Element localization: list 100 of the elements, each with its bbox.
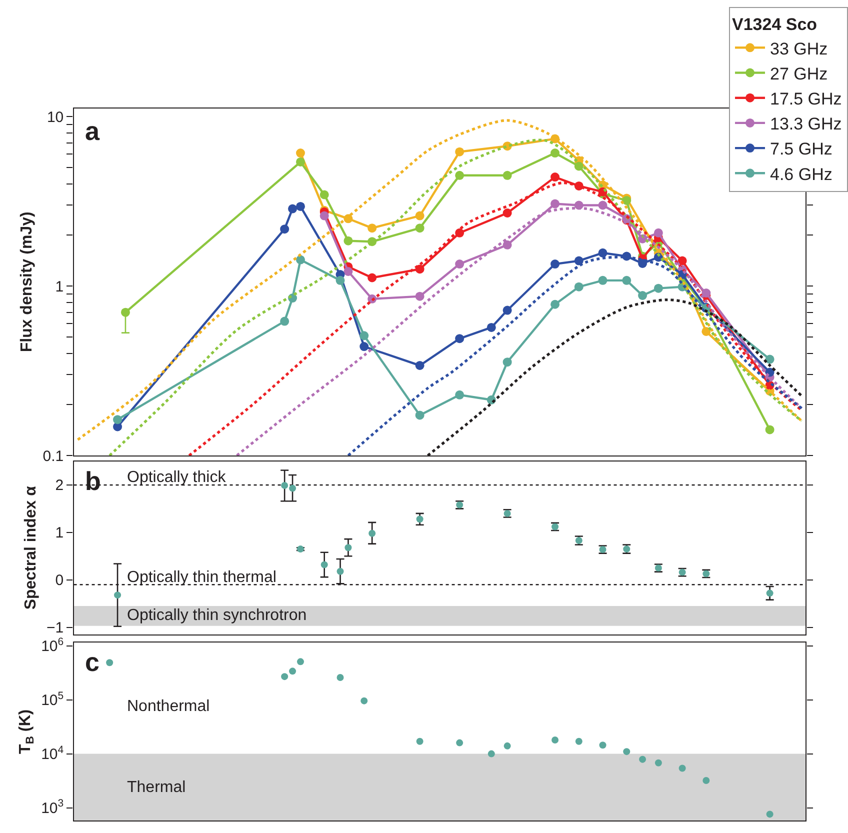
point [120, 308, 130, 317]
point [360, 697, 368, 704]
point [280, 224, 290, 234]
point [113, 415, 122, 424]
legend-label: 13.3 GHz [770, 114, 842, 134]
legend-label: 7.5 GHz [770, 140, 832, 159]
point [654, 228, 663, 238]
band-label: Thermal [127, 779, 186, 796]
point [368, 273, 377, 282]
chart-title: a [85, 116, 100, 146]
point [344, 236, 353, 246]
point [702, 326, 711, 336]
point [502, 208, 512, 218]
ref-line-label: Optically thick [127, 469, 227, 486]
y-tick-label: 10$^{3}$ [41, 798, 64, 818]
point [765, 425, 774, 434]
point [574, 282, 584, 292]
point [296, 148, 305, 158]
point [106, 659, 114, 666]
legend-label: 4.6 GHz [770, 164, 832, 184]
point [416, 738, 424, 745]
point [320, 190, 329, 200]
point [296, 255, 305, 264]
point [415, 211, 424, 220]
point [415, 410, 424, 420]
point [766, 810, 774, 818]
point [280, 316, 290, 326]
point [456, 739, 464, 746]
point [639, 756, 646, 763]
chart-title: c [85, 647, 100, 677]
point [455, 334, 464, 344]
point [550, 300, 560, 309]
point [455, 170, 464, 180]
point [486, 322, 496, 332]
ref-line-label: Optically thin thermal [127, 569, 276, 586]
point [336, 276, 345, 285]
point [550, 148, 560, 158]
point [455, 147, 464, 156]
point [296, 658, 304, 666]
point [678, 256, 687, 266]
legend-label: 17.5 GHz [770, 89, 842, 108]
point [368, 224, 377, 233]
point [623, 748, 630, 756]
point [622, 196, 632, 205]
point [296, 157, 305, 166]
point [502, 240, 512, 250]
point [360, 331, 369, 340]
point [281, 673, 288, 680]
point [360, 342, 369, 352]
point [638, 258, 648, 268]
point [502, 170, 512, 180]
y-tick-label: 10 [46, 108, 64, 126]
point [296, 202, 305, 211]
point [289, 668, 296, 675]
legend-label: 33 GHz [770, 39, 828, 58]
point [415, 224, 424, 233]
legend-label: 27 GHz [770, 64, 828, 84]
point [550, 199, 560, 208]
point [502, 358, 512, 367]
point [574, 256, 584, 266]
point [288, 204, 298, 214]
point [550, 172, 560, 182]
band-label: Optically thin synchrotron [127, 607, 307, 624]
point [455, 390, 464, 400]
y-tick-label: 0 [55, 572, 64, 590]
point [765, 354, 774, 364]
point [598, 200, 608, 210]
y-tick-label: −1 [46, 620, 64, 637]
point [598, 276, 608, 285]
point [599, 742, 606, 749]
point [488, 750, 495, 758]
point [504, 742, 511, 750]
point [344, 266, 353, 276]
point [336, 674, 344, 681]
point [455, 260, 464, 269]
point [502, 306, 512, 315]
y-tick-label: 2 [55, 477, 64, 494]
y-tick-label: 1 [55, 278, 64, 296]
point [320, 211, 329, 220]
y-axis-title: Spectral index α [22, 486, 40, 610]
annotation: Nonthermal [127, 698, 210, 715]
point [638, 291, 648, 300]
point [552, 736, 559, 744]
point [678, 764, 686, 772]
legend-title: V1324 Sco [732, 15, 818, 34]
y-axis-title: Flux density (mJy) [18, 212, 36, 352]
point [550, 260, 560, 269]
point [598, 248, 608, 258]
point [702, 288, 711, 298]
chart-title: b [85, 466, 101, 496]
y-tick-label: 10$^{6}$ [41, 636, 64, 656]
point [415, 292, 424, 301]
point [702, 777, 710, 784]
y-tick-label: 1 [55, 524, 64, 542]
y-tick-label: 0.1 [42, 448, 64, 465]
point [415, 360, 424, 370]
point [654, 284, 663, 293]
point [654, 759, 662, 766]
point [622, 276, 632, 285]
point [575, 738, 582, 745]
